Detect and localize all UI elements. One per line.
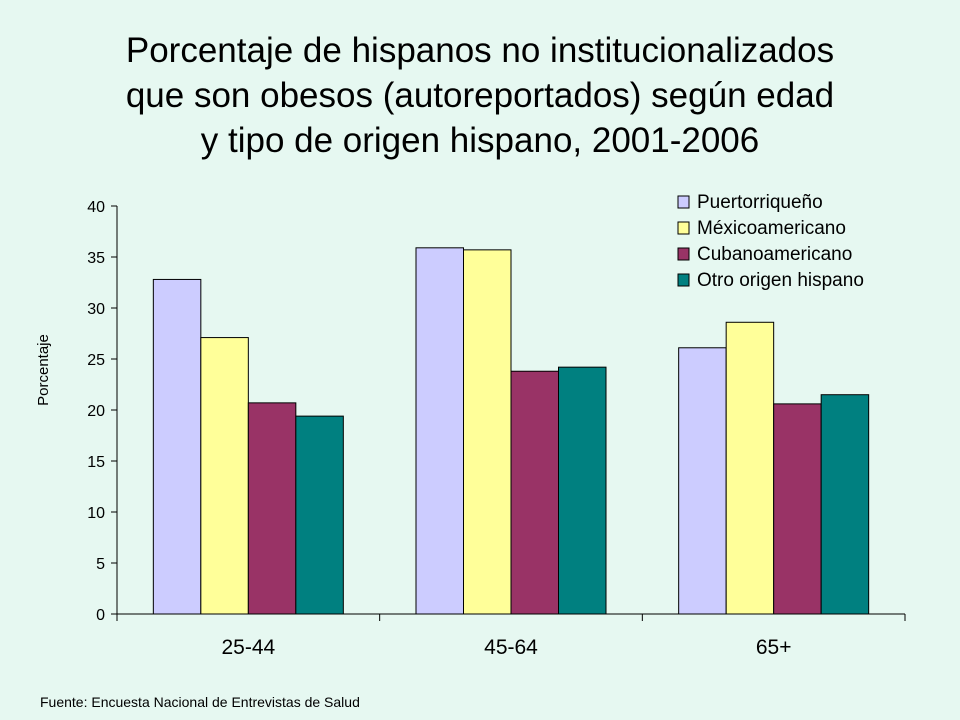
bar-25-44-3 bbox=[247, 402, 297, 615]
legend-swatch-3 bbox=[677, 247, 690, 261]
y-tick-label-30: 30 bbox=[87, 301, 105, 318]
legend-swatch-4 bbox=[677, 273, 690, 287]
y-tick-label-0: 0 bbox=[96, 607, 105, 624]
source-note: Fuente: Encuesta Nacional de Entrevistas… bbox=[40, 694, 360, 710]
x-tick-label-25-44: 25-44 bbox=[221, 636, 275, 659]
bar-65+-2 bbox=[725, 321, 775, 615]
y-tick-label-10: 10 bbox=[87, 505, 105, 522]
legend-label-3: Cubanoamericano bbox=[697, 244, 852, 265]
legend-label-2: Méxicoamericano bbox=[697, 218, 846, 239]
bar-45-64-1 bbox=[415, 247, 464, 615]
bar-65+-1 bbox=[678, 347, 727, 615]
y-axis-label: Porcentaje bbox=[35, 334, 52, 406]
bar-65+-4 bbox=[820, 394, 870, 615]
bar-25-44-1 bbox=[152, 278, 202, 615]
bar-25-44-4 bbox=[295, 415, 344, 615]
chart-title-line-1: Porcentaje de hispanos no institucionali… bbox=[125, 31, 835, 70]
y-tick-label-15: 15 bbox=[87, 454, 105, 471]
legend-swatch-2 bbox=[677, 221, 690, 235]
bar-45-64-2 bbox=[463, 249, 512, 615]
y-tick-label-5: 5 bbox=[96, 556, 105, 573]
legend-swatch-1 bbox=[677, 195, 690, 209]
y-tick-label-25: 25 bbox=[87, 352, 105, 369]
bar-65+-3 bbox=[773, 403, 822, 615]
legend-label-4: Otro origen hispano bbox=[697, 270, 864, 291]
y-tick-label-40: 40 bbox=[87, 199, 105, 216]
y-tick-label-20: 20 bbox=[87, 403, 105, 420]
chart-title: Porcentaje de hispanos no institucionali… bbox=[0, 28, 960, 163]
x-tick-label-45-64: 45-64 bbox=[484, 636, 538, 659]
bar-25-44-2 bbox=[200, 337, 249, 615]
chart-title-line-2: que son obesos (autoreportados) según ed… bbox=[125, 76, 835, 115]
legend-label-1: Puertorriqueño bbox=[697, 192, 823, 213]
y-tick-label-35: 35 bbox=[87, 250, 105, 267]
x-tick-label-65+: 65+ bbox=[756, 636, 792, 659]
bar-45-64-4 bbox=[558, 366, 607, 615]
bar-45-64-3 bbox=[510, 370, 559, 615]
chart-title-line-3: y tipo de origen hispano, 2001-2006 bbox=[200, 121, 760, 160]
